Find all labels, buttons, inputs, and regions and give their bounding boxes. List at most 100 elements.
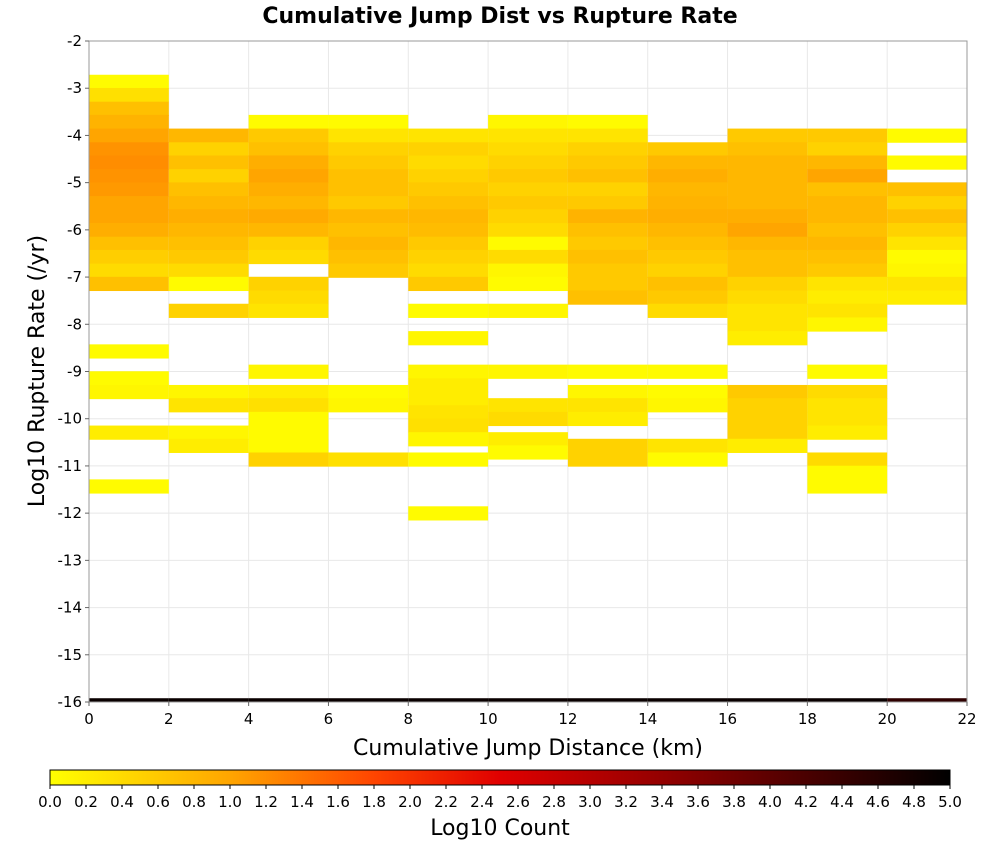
colorbar-tick-label: 1.0 [218,793,242,811]
heatmap-cell [168,276,249,292]
heatmap-cell [727,331,808,346]
heatmap-cell [248,452,329,467]
heatmap-cell [488,128,568,143]
heatmap-cell [647,196,728,211]
x-tick-label: 18 [798,710,817,728]
heatmap-cell [887,276,967,292]
heatmap-cell [807,182,888,197]
heatmap-cell [567,384,648,400]
heatmap-cell [248,411,329,427]
heatmap-cell [89,344,169,359]
heatmap-cell [887,182,967,197]
colorbar-tick-label: 0.0 [38,793,62,811]
bottom-strip-cell [328,698,409,702]
heatmap-cell [168,263,249,278]
y-tick-label: -5 [67,174,82,192]
heatmap-cell [328,196,409,211]
heatmap-cell [727,303,808,318]
heatmap-cell [647,182,728,197]
colorbar-tick-label: 1.8 [362,793,386,811]
heatmap-cell [887,223,967,238]
heatmap-cell [807,236,888,251]
heatmap-cell [647,276,728,292]
heatmap-cell [567,290,648,305]
heatmap-cell [408,331,489,346]
heatmap-cell [488,303,568,318]
heatmap-cell [89,384,169,400]
heatmap-cell [807,425,888,440]
heatmap-cell [408,276,489,292]
heatmap-cell [328,128,409,143]
heatmap-cell [248,114,329,130]
heatmap-cell [488,182,568,197]
colorbar-tick-label: 0.8 [182,793,206,811]
colorbar-tick-label: 1.6 [326,793,350,811]
colorbar-tick-label: 3.8 [722,793,746,811]
heatmap-cell [408,142,489,157]
y-tick-label: -14 [58,599,83,617]
colorbar-tick-label: 4.4 [830,793,854,811]
heatmap-cell [328,223,409,238]
heatmap-cell [328,169,409,184]
x-tick-label: 22 [957,710,976,728]
bottom-strip-cell [248,698,329,702]
heatmap-cell [567,196,648,211]
heatmap-cell [647,169,728,184]
heatmap-cell [807,155,888,170]
heatmap-cell [807,364,888,379]
heatmap-cell [807,276,888,292]
heatmap-cell [488,364,568,379]
heatmap-cell [567,155,648,170]
heatmap-cell [567,438,648,453]
heatmap-cell [168,398,249,413]
heatmap-cell [567,411,648,427]
chart-title: Cumulative Jump Dist vs Rupture Rate [262,4,737,29]
heatmap-cell [647,209,728,224]
heatmap-cell [807,384,888,400]
heatmap-cell [727,142,808,157]
heatmap-cell [647,384,728,400]
bottom-strip [89,698,967,702]
heatmap-cell [488,236,568,251]
x-tick-label: 20 [878,710,897,728]
heatmap-cell [567,452,648,467]
y-tick-label: -10 [58,410,83,428]
heatmap-cell [727,317,808,332]
colorbar-title: Log10 Count [430,816,570,841]
heatmap-cell [727,290,808,305]
heatmap-cell [408,303,489,318]
heatmap-cell [647,438,728,453]
heatmap-cell [168,196,249,211]
x-tick-label: 14 [638,710,657,728]
heatmap-cell [727,411,808,427]
heatmap-cell [807,209,888,224]
x-axis-title: Cumulative Jump Distance (km) [353,736,703,761]
colorbar-tick-labels: 0.0 0.2 0.4 0.6 0.8 1.0 1.2 1.4 1.6 1.8 2.0 2.2 2.4 2… [38,785,962,811]
heatmap-cell [807,317,888,332]
heatmap-cell [647,155,728,170]
colorbar-tick-label: 2.4 [470,793,494,811]
heatmap-cell [89,101,169,116]
heatmap-cell [887,155,967,170]
heatmap-cell [248,223,329,238]
heatmap-cell [567,169,648,184]
heatmap-cell [488,249,568,265]
heatmap-cell [807,398,888,413]
heatmap-cell [567,114,648,130]
heatmap-cell [567,398,648,413]
heatmap-cell [727,425,808,440]
heatmap-cell [168,182,249,197]
heatmap-cell [408,196,489,211]
x-tick-label: 12 [558,710,577,728]
y-axis-title: Log10 Rupture Rate (/yr) [25,235,50,507]
heatmap-cell [727,182,808,197]
y-tick-label: -9 [67,363,82,381]
colorbar [49,769,951,786]
heatmap-cell [488,114,568,130]
y-tick-label: -13 [58,551,83,569]
y-tick-label: -16 [58,693,83,711]
heatmap-cell [89,276,169,292]
heatmap-cell [89,196,169,211]
bottom-strip-cell [89,698,169,702]
heatmap-cell [248,155,329,170]
